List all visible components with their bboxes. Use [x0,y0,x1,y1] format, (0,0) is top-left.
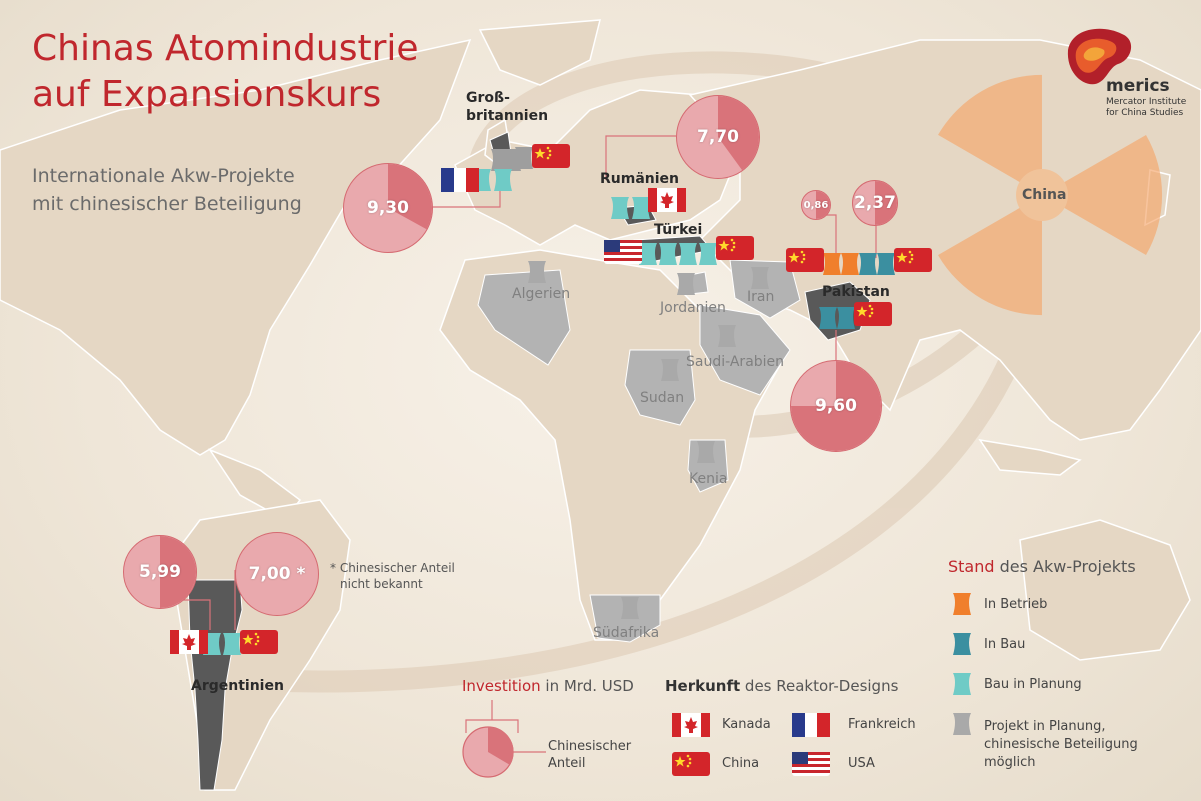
label-china: China [1022,187,1067,203]
legend-status-symbols [953,593,971,735]
logo-wordmark: merics [1106,76,1170,96]
legend-status-projekt-line-2: chinesische Beteiligung [984,737,1138,752]
legend-status-projekt-line-3: möglich [984,755,1036,770]
bubble-pakistan-small: 0,86 [801,190,831,220]
country-shape-sudan [624,349,696,426]
subtitle-line-1: Internationale Akw-Projekte [32,165,295,187]
legend-herkunft-china: China [722,756,760,771]
flag-china-grossbritannien [532,144,570,168]
country-shape-iran [729,259,801,319]
legend-herkunft-frankreich: Frankreich [848,717,916,732]
bubble-argentinien-2-value: 7,00 * [248,564,306,584]
legend-herkunft-title: Herkunft des Reaktor-Designs [665,677,898,695]
legend-investition-share-line-1: Chinesischer [548,739,632,754]
flag-china-tuerkei [716,236,754,260]
label-kenia: Kenia [689,471,728,487]
label-jordanien: Jordanien [660,300,726,316]
logo-tagline-line-2: for China Studies [1106,108,1184,118]
legend-status-bau-in-planung: Bau in Planung [984,677,1082,692]
label-grossbritannien-line-1: Groß- [466,90,510,106]
bubble-rumaenien-value: 7,70 [697,127,739,147]
legend-status-title-rest: des Akw-Projekts [994,557,1136,576]
bubble-argentinien-1: 5,99 [123,535,197,609]
legend-herkunft-kanada: Kanada [722,717,771,732]
legend-investition-title-bold: Investition [462,677,541,695]
label-grossbritannien-line-2: britannien [466,108,549,124]
logo-tagline-line-1: Mercator Institute [1106,97,1187,107]
flag-china-argentinien [240,630,278,654]
legend-status-in-bau: In Bau [984,637,1026,652]
logo-tagline: Mercator Institute for China Studies [1106,97,1186,119]
legend-status-projekt-in-planung: Projekt in Planung, chinesische Beteilig… [984,718,1138,772]
label-iran: Iran [747,289,775,305]
legend-herkunft-usa: USA [848,756,875,771]
bubble-pakistan-mid: 2,37 [852,180,898,226]
legend-investition-graphic [462,700,546,778]
label-algerien: Algerien [512,286,571,302]
china-radiation-symbol [938,74,1163,316]
flag-france-grossbritannien [441,168,479,192]
legend-status-title: Stand des Akw-Projekts [948,557,1136,576]
merics-logo-icon [1067,28,1132,85]
label-rumaenien: Rumänien [600,171,680,187]
footnote-chinese-share: * Chinesischer Anteil nicht bekannt [330,560,455,592]
title-line-2: auf Expansionskurs [32,74,382,115]
legend-status-in-betrieb: In Betrieb [984,597,1048,612]
flag-canada-rumaenien [648,188,686,212]
bubble-grossbritannien: 9,30 [343,163,433,253]
bubble-pakistan-large-value: 9,60 [815,396,857,416]
flag-china-pakistan-3 [854,302,892,326]
bubble-argentinien-1-value: 5,99 [139,562,181,582]
legend-status-title-bold: Stand [948,557,995,576]
legend-status-projekt-line-1: Projekt in Planung, [984,719,1106,734]
bubble-pakistan-small-value: 0,86 [803,199,829,211]
label-tuerkei: Türkei [654,222,703,238]
label-sudan: Sudan [640,390,685,406]
label-grossbritannien: Groß- britannien [466,89,548,125]
footnote-line-2: nicht bekannt [340,577,423,591]
legend-investition-share-line-2: Anteil [548,756,586,771]
bubble-pakistan-mid-value: 2,37 [854,193,896,213]
legend-investition-share-label: Chinesischer Anteil [548,738,631,772]
label-saudi-arabien: Saudi-Arabien [686,354,785,370]
country-shape-kenia [687,439,729,493]
label-argentinien: Argentinien [191,678,284,694]
label-pakistan: Pakistan [822,284,890,300]
legend-investition-title: Investition in Mrd. USD [462,677,634,695]
bubble-pakistan-large: 9,60 [790,360,882,452]
bubble-rumaenien: 7,70 [676,95,760,179]
bubble-argentinien-2: 7,00 * [235,532,319,616]
flag-usa-tuerkei [604,240,642,264]
flag-china-pakistan-2 [894,248,932,272]
legend-herkunft-title-bold: Herkunft [665,677,741,695]
flag-canada-argentinien [170,630,208,654]
title-line-1: Chinas Atomindustrie [32,28,419,69]
page-subtitle: Internationale Akw-Projekte mit chinesis… [32,162,302,218]
flag-china-pakistan-1 [786,248,824,272]
country-shape-algerien [477,269,571,366]
label-suedafrika: Südafrika [593,625,660,641]
bubble-grossbritannien-value: 9,30 [367,198,409,218]
footnote-line-1: * Chinesischer Anteil [330,561,455,575]
legend-investition-title-rest: in Mrd. USD [540,677,634,695]
legend-herkunft-title-rest: des Reaktor-Designs [740,677,899,695]
page-title: Chinas Atomindustrie auf Expansionskurs [32,26,419,118]
subtitle-line-2: mit chinesischer Beteiligung [32,193,302,215]
